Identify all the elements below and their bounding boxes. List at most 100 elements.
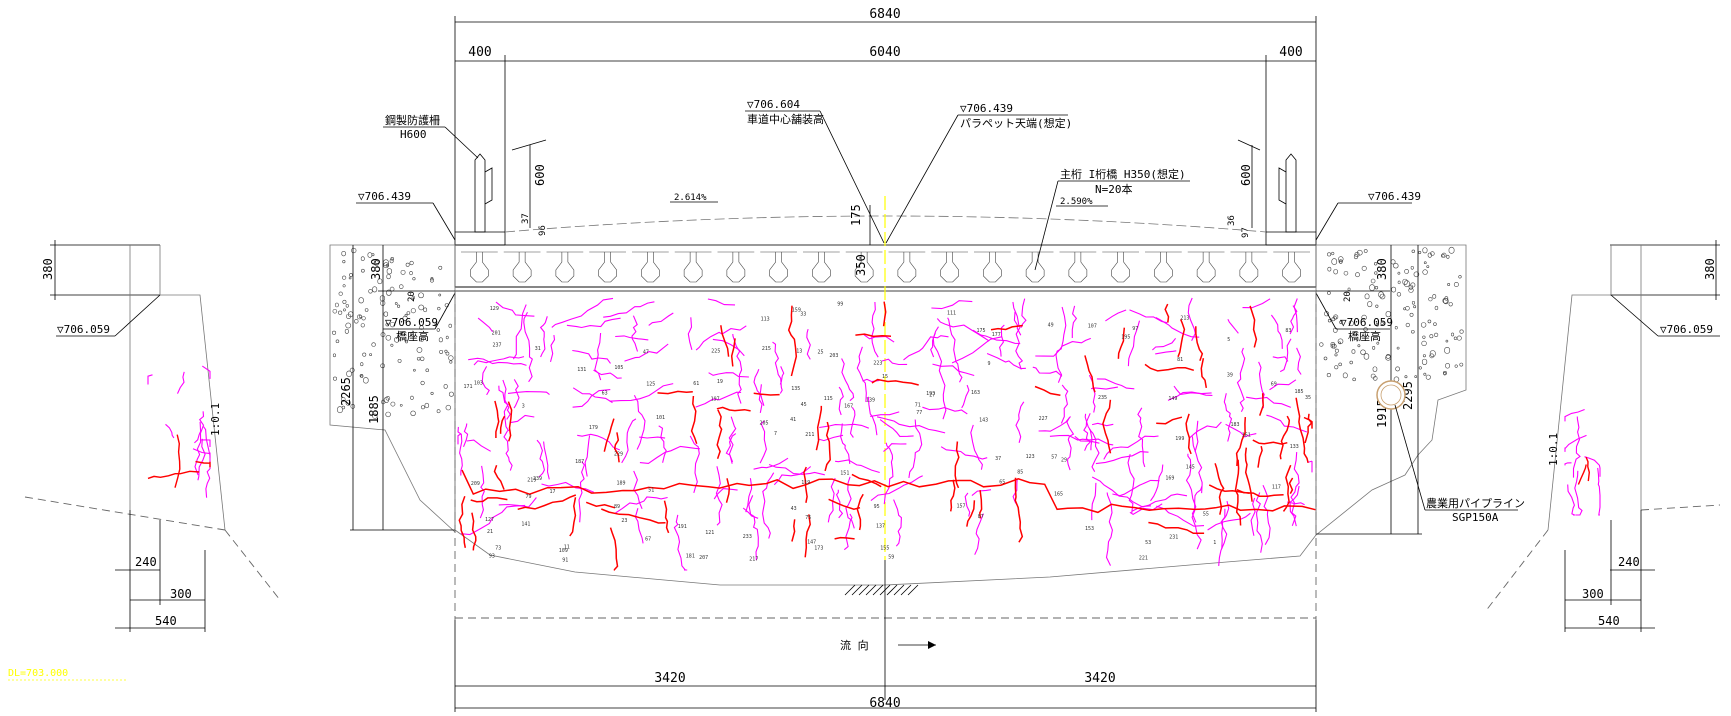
crack-minor [1597,467,1601,516]
crack-id-mark: 101 [656,415,665,421]
crack-minor [707,298,736,306]
crack-major [979,490,983,519]
flow-direction: 流 向 [840,638,869,652]
crack-major [1014,477,1024,543]
crack-id-mark: 157 [957,504,966,510]
crack-major [585,501,616,509]
crack-id-mark: 175 [977,328,986,334]
crack-id-mark: 197 [711,397,720,403]
crack-minor [930,326,939,358]
crack-minor [503,430,513,471]
crack-minor [1066,417,1075,471]
crack-minor [932,332,947,420]
crack-minor [1191,436,1203,494]
crack-minor [840,423,851,464]
crack-minor [1091,482,1097,521]
crack-id-mark: 171 [464,384,473,390]
crack-minor [572,349,611,364]
crack-major [147,470,200,480]
crack-major [1117,327,1126,359]
crack-minor [658,425,667,463]
crack-minor [1096,378,1135,390]
crack-minor [871,301,879,358]
dim-wing-left-300: 300 [170,587,192,601]
crack-minor [633,470,643,510]
dim-guard-height-left: 600 [533,164,547,186]
crack-id-mark: 35 [1305,395,1311,401]
crack-minor [631,315,639,352]
parapet-desc: パラペット天端(想定) [960,116,1072,130]
elev-right-seat: ▽706.059 [1340,316,1393,329]
slope-left: 2.614% [674,193,707,203]
crack-major [871,378,919,386]
crack-major [1236,489,1284,497]
crack-minor [870,475,923,502]
crack-minor [578,461,586,523]
crack-id-mark: 135 [791,386,800,392]
crack-id-mark: 145 [1186,464,1195,470]
crack-major [517,494,577,511]
crack-minor [883,443,907,452]
crack-major [725,478,731,503]
crack-minor [634,508,644,544]
crack-id-mark: 185 [1295,389,1304,395]
crack-id-mark: 179 [589,425,598,431]
crack-id-mark: 17 [550,489,556,495]
crack-id-mark: 155 [880,545,889,551]
crack-id-mark: 137 [876,524,885,530]
crack-id-mark: 37 [995,456,1001,462]
crack-id-mark: 189 [617,480,626,486]
crack-major [720,325,730,357]
crack-id-mark: 127 [485,517,494,523]
seat-left-desc: 橋座高 [396,329,429,343]
crack-minor [687,317,693,350]
crack-minor [1095,451,1149,465]
crack-minor [1131,493,1188,512]
crack-minor [479,465,485,519]
dim-roadway: 6040 [869,45,900,60]
crack-id-mark: 147 [807,539,816,545]
crack-minor [1155,317,1200,338]
crack-major [458,496,467,548]
crack-minor [940,446,988,460]
crack-minor [536,439,545,478]
crack-map [457,297,1316,571]
crack-minor [835,459,880,474]
crack-id-mark: 89 [614,504,620,510]
crack-id-mark: 27 [929,393,935,399]
crack-major [804,514,811,558]
dim-half-right: 3420 [1084,671,1115,686]
crack-minor [708,372,749,378]
crack-minor [732,333,743,404]
crack-minor [457,433,462,445]
crack-id-mark: 31 [535,346,541,352]
crack-minor [1289,305,1298,335]
crack-id-mark: 201 [492,330,501,336]
crack-major [499,415,506,434]
crack-id-mark: 235 [1098,395,1107,401]
crack-id-mark: 81 [1177,357,1183,363]
crack-major [1244,447,1253,502]
dim-guard-left-b: 96 [538,225,548,236]
crack-minor [745,478,753,513]
crack-minor [468,357,527,366]
crack-minor [1150,464,1164,502]
crack-id-mark: 13 [796,349,802,355]
crack-minor [1167,391,1213,401]
crack-minor [1567,484,1575,516]
crack-minor [838,386,844,416]
crack-minor [498,385,510,432]
crack-major-horizontal [461,469,1316,514]
crack-minor [477,317,494,333]
slope-right: 2.590% [1060,197,1093,207]
crack-id-mark: 69 [1271,382,1277,388]
crack-id-mark: 105 [614,365,623,371]
crack-minor [971,489,992,497]
dim-guard-right-b: 97 [1241,227,1251,238]
crack-major [855,333,892,338]
wingwall-right [1484,240,1721,632]
dim-wing-left-380: 380 [41,258,55,280]
crack-minor [1262,484,1271,545]
crack-minor [549,335,556,363]
crack-minor [835,489,844,519]
